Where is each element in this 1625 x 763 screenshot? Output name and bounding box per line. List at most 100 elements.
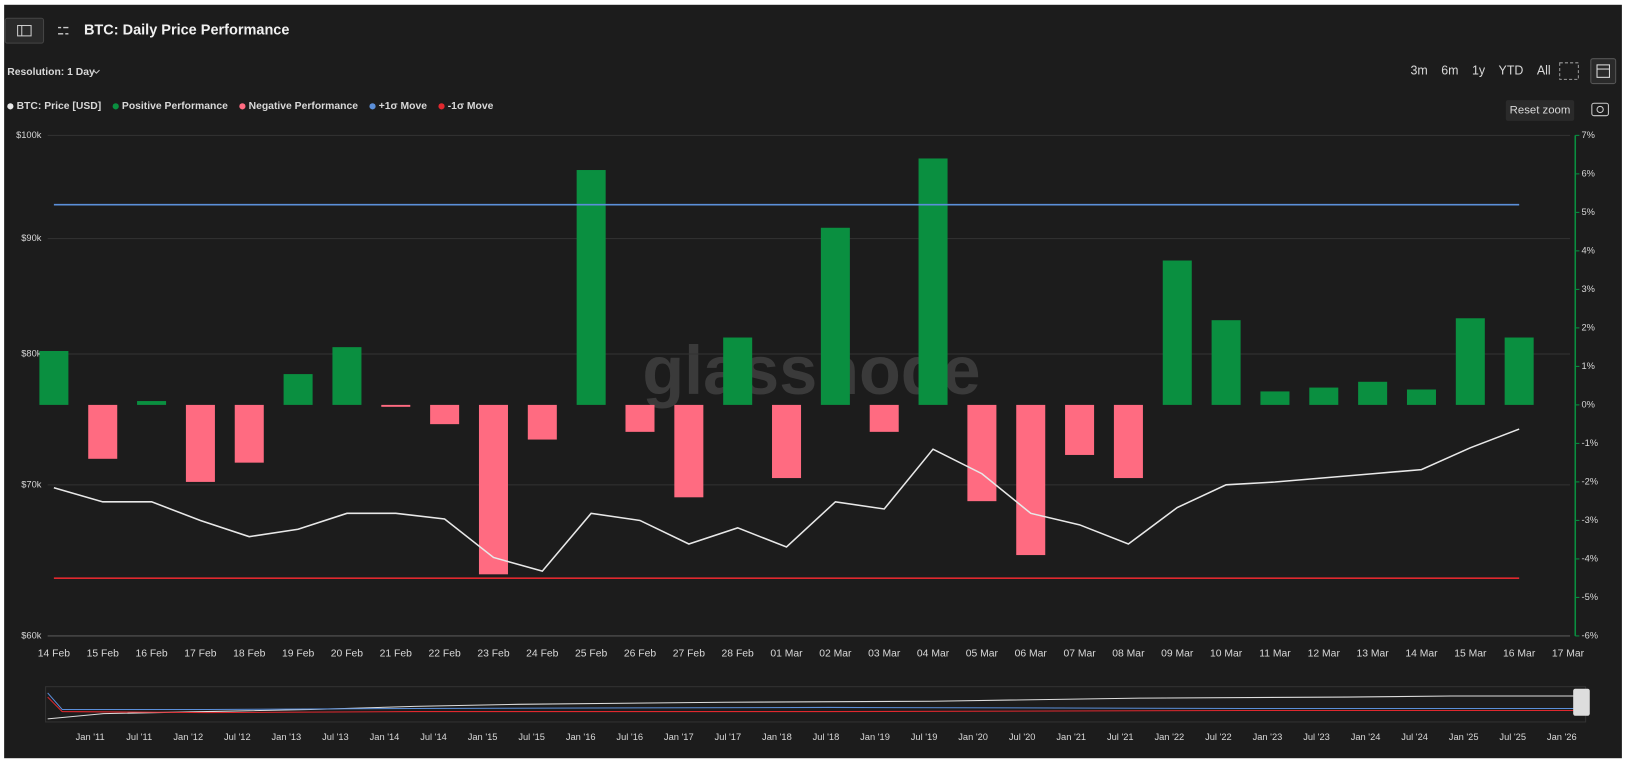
navigator-tick-label: Jan '15 <box>468 732 498 742</box>
bar <box>772 404 802 479</box>
range-button[interactable]: 3m <box>1410 63 1427 77</box>
bar <box>527 404 557 440</box>
x-tick-label: 11 Mar <box>1259 648 1291 659</box>
navigator-tick-label: Jan '18 <box>762 732 792 742</box>
navigator-price <box>47 695 1581 720</box>
navigator-tick-label: Jan '19 <box>860 732 890 742</box>
reset-zoom-button[interactable] <box>1505 100 1575 121</box>
legend-label[interactable]: Positive Performance <box>122 101 228 112</box>
navigator-tick-label: Jul '12 <box>224 732 251 742</box>
calendar-button[interactable] <box>1590 58 1617 85</box>
y-tick-label: $60k <box>21 630 42 640</box>
legend-label[interactable]: Negative Performance <box>249 101 359 112</box>
x-tick-label: 25 Feb <box>575 648 607 659</box>
x-tick-label: 01 Mar <box>770 648 803 659</box>
x-tick-label: 21 Feb <box>380 648 412 659</box>
bar <box>723 337 753 405</box>
bar <box>234 404 264 463</box>
legend-label[interactable]: -1σ Move <box>448 101 494 112</box>
bar <box>820 227 850 405</box>
legend: BTC: Price [USD] Positive Performance Nega… <box>7 101 494 112</box>
resolution-select[interactable]: Resolution: 1 Day <box>7 67 95 78</box>
legend-label[interactable]: +1σ Move <box>379 101 427 112</box>
y2-tick-label: 4% <box>1581 245 1594 255</box>
x-tick-label: 03 Mar <box>868 648 901 659</box>
range-buttons: 3m 6m 1y YTD All <box>1410 63 1550 77</box>
navigator-tick-label: Jan '14 <box>370 732 400 742</box>
y2-tick-label: 2% <box>1581 322 1594 332</box>
navigator-tick-label: Jul '19 <box>911 732 938 742</box>
range-button[interactable]: 1y <box>1472 63 1486 77</box>
navigator-tick-label: Jan '13 <box>272 732 302 742</box>
navigator-tick-label: Jan '22 <box>1154 732 1184 742</box>
bar <box>1016 404 1046 556</box>
navigator-tick-label: Jul '22 <box>1205 732 1232 742</box>
dropdown-caret <box>92 69 100 74</box>
legend-marker <box>438 103 445 110</box>
legend-marker <box>7 103 14 110</box>
x-tick-label: 04 Mar <box>917 648 950 659</box>
navigator-tick-label: Jan '20 <box>958 732 988 742</box>
bar <box>967 404 997 502</box>
x-tick-label: 26 Feb <box>624 648 656 659</box>
bar <box>283 374 313 405</box>
reset-zoom-label[interactable]: Reset zoom <box>1510 105 1571 117</box>
bar <box>1065 404 1095 455</box>
x-tick-label: 16 Feb <box>135 648 167 659</box>
bar <box>39 350 69 405</box>
y2-tick-label: -3% <box>1581 515 1598 525</box>
bar <box>185 404 215 482</box>
legend-marker <box>239 103 246 110</box>
filter-icon[interactable] <box>58 26 69 35</box>
bar <box>1455 318 1485 405</box>
bar <box>1113 404 1143 479</box>
camera-icon[interactable] <box>1591 102 1609 117</box>
bar <box>869 404 899 432</box>
navigator-tick-label: Jul '11 <box>126 732 152 742</box>
navigator-tick-label: Jan '17 <box>664 732 694 742</box>
navigator-tick-label: Jan '11 <box>76 732 105 742</box>
x-tick-label: 09 Mar <box>1161 648 1194 659</box>
zoom-icon[interactable] <box>1559 62 1579 80</box>
bar <box>1260 391 1290 405</box>
sidebar-icon <box>17 24 32 37</box>
navigator: Jan '11 Jul '11 Jan '12 Jul '12 Jan '13 Jul '… <box>45 686 1590 742</box>
y2-tick-label: 0% <box>1581 399 1594 409</box>
x-tick-label: 12 Mar <box>1308 648 1341 659</box>
range-button[interactable]: YTD <box>1499 63 1524 77</box>
y-tick-label: $70k <box>21 479 42 489</box>
legend-marker <box>112 103 119 110</box>
range-button[interactable]: 6m <box>1441 63 1458 77</box>
y2-tick-label: -2% <box>1581 476 1598 486</box>
y-tick-label: $100k <box>16 130 42 140</box>
navigator-tick-label: Jul '15 <box>518 732 545 742</box>
x-tick-label: 14 Feb <box>38 648 70 659</box>
x-tick-label: 18 Feb <box>233 648 265 659</box>
camera-lens <box>1596 105 1604 114</box>
range-button[interactable]: All <box>1537 63 1551 77</box>
x-tick-label: 07 Mar <box>1063 648 1096 659</box>
navigator-tick-label: Jan '26 <box>1547 732 1577 742</box>
navigator-frame <box>45 686 1587 723</box>
x-tick-label: 06 Mar <box>1015 648 1048 659</box>
bar <box>88 404 118 459</box>
bar <box>674 404 704 498</box>
legend-label[interactable]: BTC: Price [USD] <box>17 101 102 112</box>
legend-marker <box>369 103 376 110</box>
sidebar-toggle[interactable] <box>4 17 45 44</box>
bar <box>1162 260 1192 405</box>
toolbar: BTC: Daily Price Performance Resolution:… <box>4 17 1617 121</box>
chart-title: BTC: Daily Price Performance <box>84 23 290 39</box>
x-tick-label: 05 Mar <box>966 648 999 659</box>
navigator-tick-label: Jul '23 <box>1303 732 1330 742</box>
x-tick-label: 13 Mar <box>1357 648 1390 659</box>
bar <box>332 347 362 405</box>
bar <box>1504 337 1534 405</box>
navigator-handle[interactable] <box>1573 688 1590 716</box>
bar <box>1309 387 1339 405</box>
navigator-tick-label: Jul '13 <box>322 732 349 742</box>
x-tick-label: 16 Mar <box>1503 648 1536 659</box>
x-tick-label: 23 Feb <box>477 648 509 659</box>
bar <box>625 404 655 432</box>
